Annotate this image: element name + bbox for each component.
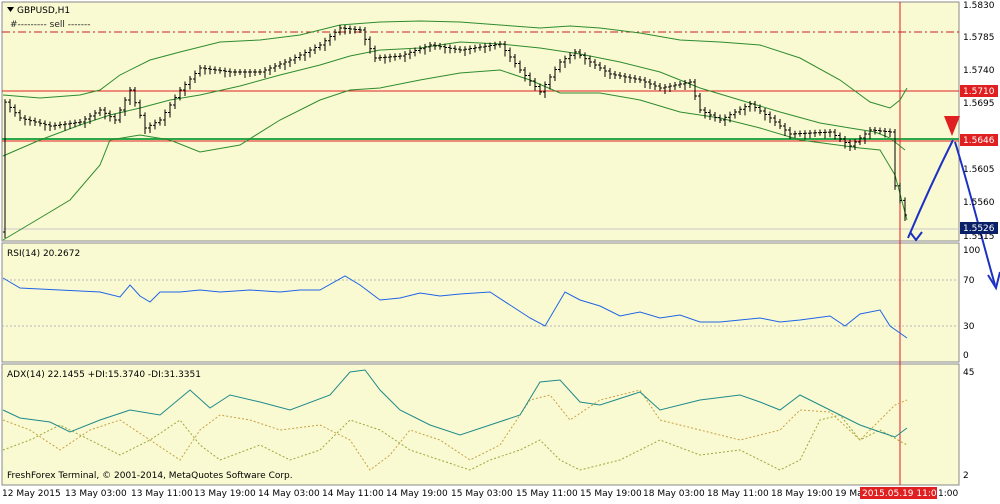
line-label: 1.5710 bbox=[963, 87, 995, 97]
bollinger-upper bbox=[2, 20, 908, 109]
time-tick: 15 May 11:00 bbox=[516, 489, 578, 499]
arrow-head-small bbox=[909, 231, 923, 242]
time-highlight: 2015.05.19 11:00 bbox=[862, 489, 943, 499]
time-tick: 15 May 03:00 bbox=[451, 489, 513, 499]
order-label: #--------- sell ------- bbox=[10, 20, 90, 30]
time-tick: 19 Ma bbox=[835, 489, 863, 499]
time-highlight-bg bbox=[860, 487, 937, 499]
price-tick: 1.5785 bbox=[963, 33, 995, 43]
copyright-text: FreshForex Terminal, © 2001-2014, MetaQu… bbox=[7, 471, 293, 481]
rsi-tick: 0 bbox=[963, 351, 969, 361]
time-axis[interactable]: 12 May 2015 13 May 03:00 13 May 11:00 13… bbox=[2, 487, 958, 499]
time-tick: 14 May 03:00 bbox=[258, 489, 320, 499]
forecast-arrow-up bbox=[907, 139, 954, 239]
rsi-line bbox=[2, 275, 908, 339]
price-tick: 1.5560 bbox=[963, 198, 995, 208]
bollinger-lower bbox=[2, 69, 908, 241]
line-label-bg bbox=[960, 85, 998, 97]
low-price-label: 1.5515 bbox=[963, 232, 995, 242]
adx-line bbox=[2, 369, 908, 438]
chart-menu-icon[interactable] bbox=[7, 7, 14, 12]
time-tick: 13 May 19:00 bbox=[194, 489, 256, 499]
rsi-panel[interactable] bbox=[1, 242, 960, 363]
price-tick: 1.5605 bbox=[963, 165, 995, 175]
current-price-bg bbox=[960, 222, 998, 234]
line-label: 1.5646 bbox=[963, 136, 995, 146]
time-tick: 14 May 11:00 bbox=[322, 489, 384, 499]
adx-tick: 2 bbox=[963, 471, 969, 481]
time-tick: 1:00 bbox=[938, 489, 958, 499]
price-tick: 1.5695 bbox=[963, 99, 995, 109]
bollinger-middle bbox=[2, 41, 906, 157]
adx-panel[interactable] bbox=[1, 363, 960, 486]
time-tick: 15 May 19:00 bbox=[580, 489, 642, 499]
price-tick: 1.5830 bbox=[963, 1, 995, 11]
adx-label: ADX(14) 22.1455 +DI:15.3740 -DI:31.3351 bbox=[7, 370, 201, 380]
price-bars bbox=[3, 25, 907, 238]
arrow-head-right bbox=[987, 271, 1000, 291]
line-label-bg bbox=[960, 134, 998, 146]
price-tick: 1.5740 bbox=[963, 66, 995, 76]
time-tick: 13 May 11:00 bbox=[131, 489, 193, 499]
current-price-label: 1.5526 bbox=[963, 224, 995, 234]
rsi-tick: 70 bbox=[963, 276, 975, 286]
rsi-tick: 30 bbox=[963, 322, 975, 332]
price-scale[interactable]: 1.5830 1.5785 1.5740 1.5695 1.5605 1.556… bbox=[960, 1, 998, 242]
forecast-arrow-down bbox=[954, 141, 996, 286]
plus-di-line bbox=[2, 414, 908, 471]
time-tick: 18 May 03:00 bbox=[643, 489, 705, 499]
time-tick: 18 May 11:00 bbox=[707, 489, 769, 499]
time-tick: 13 May 03:00 bbox=[65, 489, 127, 499]
rsi-tick: 100 bbox=[963, 246, 980, 256]
price-panel[interactable] bbox=[1, 1, 960, 242]
rsi-label: RSI(14) 20.2672 bbox=[7, 249, 80, 259]
sell-arrow-marker bbox=[944, 116, 960, 136]
time-tick: 14 May 19:00 bbox=[386, 489, 448, 499]
time-tick: 12 May 2015 bbox=[2, 489, 61, 499]
bollinger-bands bbox=[2, 20, 908, 241]
chart-title: GBPUSD,H1 bbox=[17, 6, 70, 16]
minus-di-line bbox=[2, 389, 908, 471]
time-tick: 18 May 19:00 bbox=[771, 489, 833, 499]
adx-tick: 45 bbox=[963, 368, 974, 378]
